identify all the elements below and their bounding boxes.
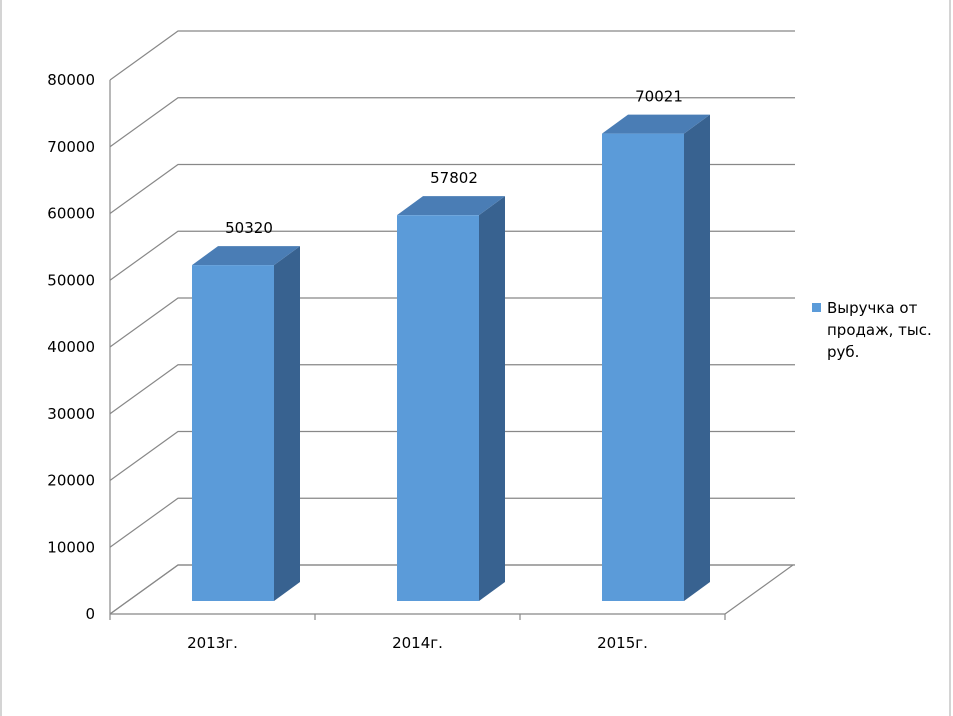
y-tick-label: 10000 xyxy=(47,538,95,556)
data-label: 50320 xyxy=(225,219,273,237)
legend: Выручка от продаж, тыс. руб. xyxy=(812,297,952,363)
grid-line xyxy=(109,497,795,548)
bar xyxy=(602,133,684,602)
x-tick-label: 2014г. xyxy=(392,634,443,652)
bar-top xyxy=(397,196,505,216)
bar xyxy=(192,265,274,601)
bar-top xyxy=(192,246,300,266)
y-tick-label: 0 xyxy=(85,605,95,623)
legend-label: Выручка от продаж, тыс. руб. xyxy=(827,299,932,361)
grid-line xyxy=(109,97,795,148)
x-tick-label: 2015г. xyxy=(597,634,648,652)
y-tick-label: 30000 xyxy=(47,405,95,423)
grid-line xyxy=(109,430,795,481)
y-tick-label: 60000 xyxy=(47,205,95,223)
grid-line xyxy=(109,297,795,348)
x-tick-label: 2013г. xyxy=(187,634,238,652)
legend-swatch xyxy=(812,303,821,312)
bar-top xyxy=(602,114,710,134)
grid-line xyxy=(109,564,795,615)
grid-line xyxy=(109,230,795,281)
bar-side xyxy=(274,246,300,601)
grid-line xyxy=(109,364,795,415)
bar-side xyxy=(684,114,710,601)
grid-line xyxy=(109,30,795,81)
data-label: 70021 xyxy=(635,88,683,106)
y-tick-label: 70000 xyxy=(47,138,95,156)
bar xyxy=(397,215,479,602)
bar-side xyxy=(479,196,505,602)
y-tick-label: 20000 xyxy=(47,472,95,490)
grid-line xyxy=(109,163,795,214)
y-tick-label: 40000 xyxy=(47,338,95,356)
y-tick-label: 50000 xyxy=(47,271,95,289)
y-tick-label: 80000 xyxy=(47,71,95,89)
data-label: 57802 xyxy=(430,169,478,187)
